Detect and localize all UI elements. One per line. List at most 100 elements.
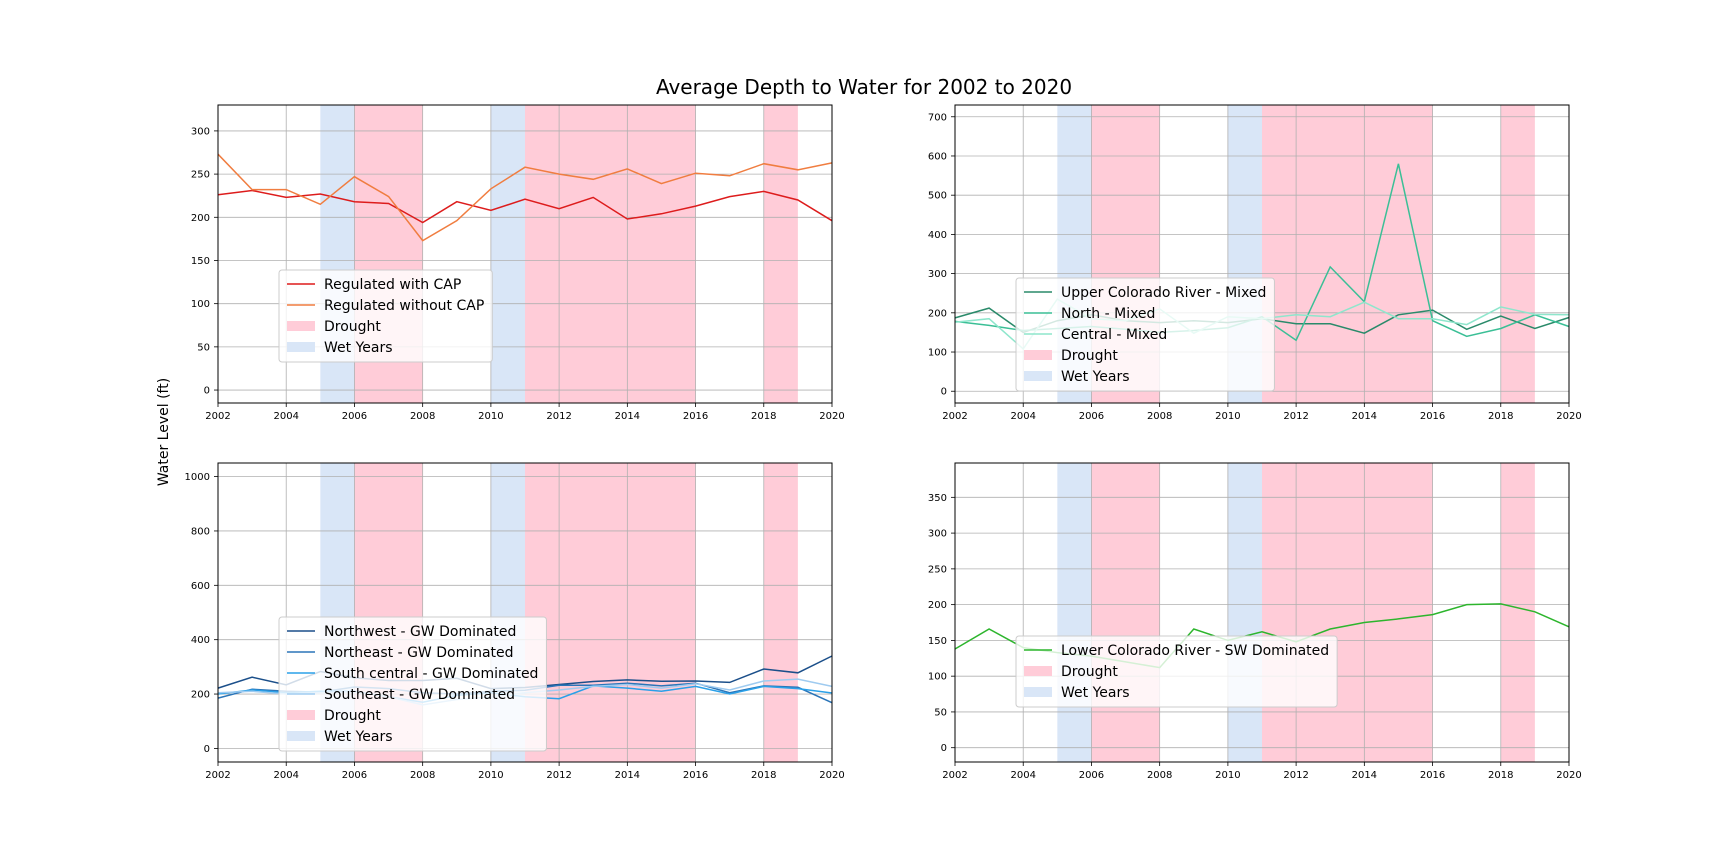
figure-title: Average Depth to Water for 2002 to 2020 bbox=[656, 75, 1072, 99]
legend-patch-swatch bbox=[1024, 350, 1052, 360]
legend-box bbox=[278, 269, 493, 363]
x-tick-label: 2012 bbox=[1283, 411, 1308, 422]
legend-box bbox=[278, 616, 547, 752]
axes-frame bbox=[954, 104, 1570, 404]
legend-patch-swatch bbox=[1024, 666, 1052, 676]
drought-span bbox=[1091, 463, 1160, 762]
x-tick-label: 2020 bbox=[819, 411, 844, 422]
legend-patch-swatch bbox=[287, 342, 315, 352]
x-tick-label: 2008 bbox=[1147, 411, 1172, 422]
drought-span bbox=[763, 105, 798, 403]
legend-patch-swatch bbox=[1024, 371, 1052, 381]
drought-span bbox=[525, 463, 696, 762]
legend: Upper Colorado River - Mixed North - Mixe… bbox=[1015, 277, 1275, 392]
y-tick-label: 50 bbox=[934, 707, 947, 718]
y-tick-label: 200 bbox=[191, 690, 210, 701]
drought-span bbox=[763, 463, 798, 762]
axes-frame bbox=[217, 104, 833, 404]
y-tick-label: 400 bbox=[928, 230, 947, 241]
wet-years-span bbox=[1227, 463, 1262, 762]
x-tick-label: 2004 bbox=[273, 770, 298, 781]
x-tick-label: 2014 bbox=[1352, 770, 1377, 781]
x-tick-label: 2002 bbox=[942, 411, 967, 422]
y-tick-label: 100 bbox=[928, 348, 947, 359]
x-tick-label: 2004 bbox=[1010, 770, 1035, 781]
x-tick-label: 2012 bbox=[546, 770, 571, 781]
y-tick-label: 150 bbox=[191, 256, 210, 267]
legend-label-drought: Drought bbox=[324, 319, 381, 335]
x-tick-label: 2010 bbox=[478, 770, 503, 781]
y-tick-label: 0 bbox=[204, 386, 210, 397]
legend-label-wet-years: Wet Years bbox=[324, 340, 393, 356]
subplot-1: 2002 2004 2006 2008 2010 2012 2014 2016 2018 2020… bbox=[191, 104, 845, 422]
legend-label-upper-colorado-river-mixed: Upper Colorado River - Mixed bbox=[1061, 285, 1266, 301]
y-tick-label: 1000 bbox=[185, 472, 210, 483]
x-tick-label: 2020 bbox=[819, 770, 844, 781]
legend-label-wet-years: Wet Years bbox=[324, 729, 393, 745]
y-tick-label: 250 bbox=[928, 564, 947, 575]
legend-patch-swatch bbox=[287, 710, 315, 720]
y-tick-label: 0 bbox=[941, 387, 947, 398]
legend-patch-swatch bbox=[287, 321, 315, 331]
x-tick-label: 2004 bbox=[1010, 411, 1035, 422]
y-tick-label: 500 bbox=[928, 191, 947, 202]
legend-label-northwest-gw-dominated: Northwest - GW Dominated bbox=[324, 624, 516, 640]
series-line-regulated-with-cap bbox=[217, 189, 833, 224]
x-tick-label: 2006 bbox=[342, 411, 367, 422]
subplot-grid: 2002 2004 2006 2008 2010 2012 2014 2016 2018 2020… bbox=[185, 104, 1582, 781]
y-tick-label: 700 bbox=[928, 112, 947, 123]
legend-label-southeast-gw-dominated: Southeast - GW Dominated bbox=[324, 687, 515, 703]
x-tick-label: 2010 bbox=[478, 411, 503, 422]
x-tick-label: 2016 bbox=[683, 770, 708, 781]
y-tick-label: 300 bbox=[928, 529, 947, 540]
x-tick-label: 2010 bbox=[1215, 770, 1240, 781]
x-tick-label: 2006 bbox=[1079, 411, 1104, 422]
legend: Regulated with CAP Regulated without CAP D… bbox=[278, 269, 493, 363]
x-tick-label: 2008 bbox=[410, 770, 435, 781]
y-tick-label: 350 bbox=[928, 493, 947, 504]
legend-label-drought: Drought bbox=[1061, 664, 1118, 680]
legend-label-central-mixed: Central - Mixed bbox=[1061, 327, 1167, 343]
x-tick-label: 2008 bbox=[410, 411, 435, 422]
x-tick-label: 2004 bbox=[273, 411, 298, 422]
x-tick-label: 2014 bbox=[615, 411, 640, 422]
x-tick-label: 2016 bbox=[683, 411, 708, 422]
subplot-4: 2002 2004 2006 2008 2010 2012 2014 2016 2018 2020… bbox=[928, 462, 1582, 781]
x-tick-label: 2012 bbox=[1283, 770, 1308, 781]
y-tick-label: 600 bbox=[928, 151, 947, 162]
legend-label-northeast-gw-dominated: Northeast - GW Dominated bbox=[324, 645, 514, 661]
x-tick-label: 2008 bbox=[1147, 770, 1172, 781]
x-tick-label: 2016 bbox=[1420, 770, 1445, 781]
legend-label-lower-colorado-river-sw-dominated: Lower Colorado River - SW Dominated bbox=[1061, 643, 1329, 659]
legend-label-wet-years: Wet Years bbox=[1061, 685, 1130, 701]
y-tick-label: 600 bbox=[191, 581, 210, 592]
wet-years-span bbox=[490, 105, 525, 403]
subplot-3: 2002 2004 2006 2008 2010 2012 2014 2016 2018 2020… bbox=[185, 462, 845, 781]
legend-label-south-central-gw-dominated: South central - GW Dominated bbox=[324, 666, 538, 682]
y-tick-label: 300 bbox=[191, 126, 210, 137]
y-tick-label: 200 bbox=[191, 213, 210, 224]
drought-span bbox=[1262, 105, 1433, 403]
subplot-2: 2002 2004 2006 2008 2010 2012 2014 2016 2018 2020… bbox=[928, 104, 1582, 422]
y-tick-label: 200 bbox=[928, 600, 947, 611]
wet-years-span bbox=[1057, 463, 1092, 762]
x-tick-label: 2012 bbox=[546, 411, 571, 422]
legend-box bbox=[1015, 635, 1338, 708]
y-tick-label: 150 bbox=[928, 636, 947, 647]
legend-label-regulated-with-cap: Regulated with CAP bbox=[324, 277, 461, 293]
y-tick-label: 800 bbox=[191, 526, 210, 537]
x-tick-label: 2020 bbox=[1556, 770, 1581, 781]
x-tick-label: 2018 bbox=[751, 770, 776, 781]
x-tick-label: 2014 bbox=[1352, 411, 1377, 422]
legend-label-north-mixed: North - Mixed bbox=[1061, 306, 1155, 322]
y-axis-label: Water Level (ft) bbox=[156, 378, 172, 486]
y-tick-label: 50 bbox=[197, 342, 210, 353]
y-tick-label: 400 bbox=[191, 635, 210, 646]
drought-span bbox=[1500, 105, 1535, 403]
axes-frame bbox=[217, 462, 833, 763]
legend-box bbox=[1015, 277, 1275, 392]
series-line-regulated-without-cap bbox=[217, 153, 833, 242]
x-tick-label: 2002 bbox=[205, 411, 230, 422]
y-tick-label: 250 bbox=[191, 170, 210, 181]
x-tick-label: 2018 bbox=[1488, 411, 1513, 422]
